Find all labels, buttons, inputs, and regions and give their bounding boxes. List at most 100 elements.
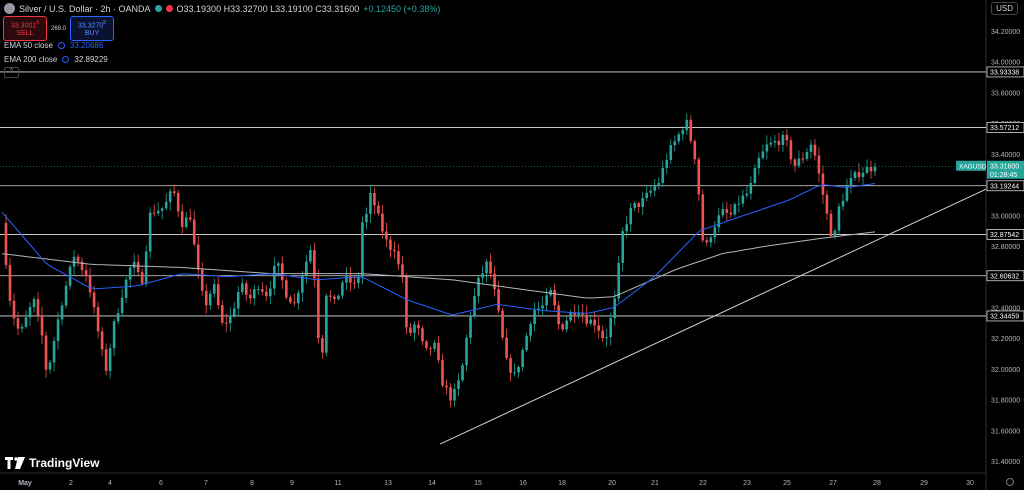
candle-body (457, 380, 460, 389)
candle (725, 201, 729, 222)
candle (449, 383, 452, 408)
level-price-box (986, 270, 1024, 282)
candle-body (721, 209, 725, 216)
candle-body (621, 231, 625, 263)
candle-body (349, 274, 352, 283)
candle-body (461, 365, 464, 381)
x-tick-label: 29 (920, 480, 928, 487)
candle-body (717, 215, 721, 228)
candle (321, 334, 324, 359)
candle (505, 328, 508, 361)
candle-body (805, 151, 809, 159)
candle (293, 293, 296, 307)
candle-body (657, 182, 661, 187)
candle-body (745, 193, 749, 196)
candle (156, 202, 160, 216)
candle (625, 216, 629, 238)
candle-body (329, 295, 332, 297)
buy-button[interactable]: 33.32708 BUY (70, 16, 115, 42)
candle-body (24, 317, 28, 327)
candle-body (845, 186, 849, 201)
candle-body (216, 284, 220, 306)
candle-body (861, 172, 865, 178)
candle (297, 289, 300, 310)
candle-body (625, 224, 629, 232)
candle-body (829, 213, 833, 237)
y-tick-label: 32.20000 (991, 336, 1020, 343)
candle-body (152, 212, 156, 214)
ema50-settings-icon[interactable] (57, 42, 65, 49)
candle-body (4, 222, 8, 266)
close-value: C33.31600 (315, 3, 360, 14)
candle (216, 277, 220, 310)
candle-body (653, 186, 657, 191)
candle-body (713, 227, 717, 238)
candle-body (40, 315, 44, 336)
candle (869, 160, 873, 179)
candle-body (785, 134, 789, 141)
candle (92, 286, 96, 314)
candle (28, 302, 32, 327)
candle (589, 314, 592, 326)
candle-body (501, 310, 504, 338)
candle (609, 312, 612, 346)
candle (465, 334, 468, 372)
candle-body (160, 208, 164, 211)
candle-body (172, 191, 176, 194)
candle (212, 278, 216, 298)
x-tick-label: 6 (159, 480, 163, 487)
x-tick-label: 8 (250, 480, 254, 487)
y-tick-label: 34.00000 (991, 60, 1020, 67)
candle (817, 147, 821, 183)
candle (357, 272, 360, 289)
candle (100, 326, 104, 357)
candle-body (665, 159, 669, 169)
symbol-tag-box (956, 160, 986, 171)
ema200-legend[interactable]: EMA 200 close 32.89229 (4, 55, 108, 64)
symbol-title[interactable]: Silver / U.S. Dollar · 2h · OANDA (19, 3, 151, 14)
candle-body (88, 276, 92, 293)
candle (597, 317, 600, 339)
x-tick-label: 11 (334, 480, 341, 487)
x-tick-label: 23 (743, 480, 751, 487)
currency-button[interactable]: USD (991, 2, 1018, 15)
ema50-legend[interactable]: EMA 50 close 33.20686 (4, 41, 103, 50)
candle (200, 262, 204, 296)
candle-body (441, 360, 444, 386)
candle (148, 207, 152, 259)
candle-body (705, 240, 709, 243)
y-tick-label: 31.80000 (991, 398, 1020, 405)
candle-body (737, 203, 741, 205)
candle-body (837, 206, 841, 231)
candle-body (521, 350, 524, 368)
candle-body (797, 158, 801, 166)
collapse-legend-button[interactable]: ^ (4, 67, 19, 78)
level-price-box (986, 122, 1024, 133)
candle (164, 193, 168, 211)
candle-body (869, 167, 873, 172)
candle (553, 283, 556, 311)
ema200-settings-icon[interactable] (62, 56, 70, 63)
candle (693, 139, 697, 165)
candle-body (865, 167, 869, 173)
candle-body (317, 278, 320, 339)
candle-body (669, 145, 673, 160)
candle (112, 318, 116, 357)
ema50-label: EMA 50 close (4, 41, 53, 50)
candle-body (140, 272, 144, 284)
candle-body (629, 207, 633, 225)
candle-body (156, 210, 160, 214)
sell-button[interactable]: 33.30019 SELL (3, 16, 47, 42)
candle (501, 307, 504, 341)
candle (621, 227, 625, 272)
level-price-box (986, 229, 1024, 240)
chart-settings-icon[interactable] (1006, 478, 1014, 486)
candle-body (365, 213, 368, 223)
candle-body (252, 289, 256, 299)
candle (805, 148, 809, 161)
candle-body (188, 217, 192, 220)
candle (180, 203, 184, 234)
level-price-label: 33.19244 (990, 184, 1019, 191)
candle (124, 277, 128, 304)
